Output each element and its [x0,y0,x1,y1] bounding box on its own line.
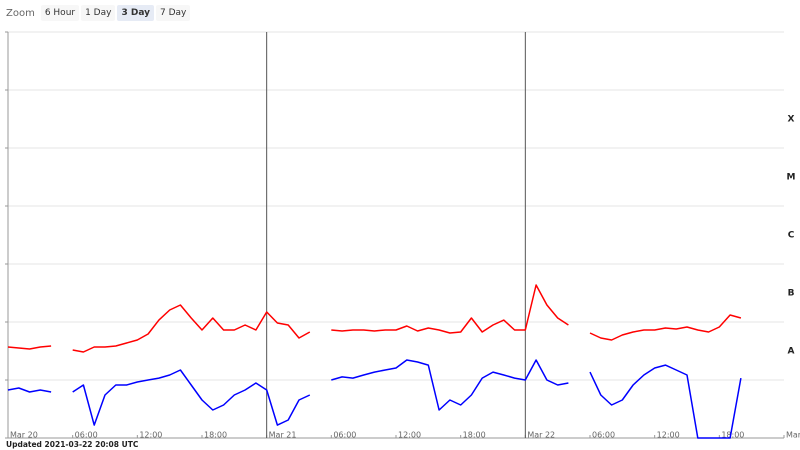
class-label: B [788,289,795,299]
x-tick-label: Mar 22 [527,431,555,440]
x-tick-label: Mar 21 [269,431,297,440]
class-label: X [788,115,795,125]
zoom-button[interactable]: 3 Day [117,5,154,21]
zoom-label: Zoom [6,7,35,19]
x-tick-label: 06:00 [75,431,98,440]
class-label: A [788,347,795,357]
zoom-button[interactable]: 1 Day [81,5,116,21]
x-tick-label: Mar 23 [786,431,800,440]
x-tick-label: 18:00 [204,431,227,440]
x-tick-label: Mar 20 [10,431,38,440]
x-tick-label: 18:00 [463,431,486,440]
series-line [7,284,742,353]
class-label: M [787,173,796,183]
zoom-button[interactable]: 6 Hour [40,5,80,21]
x-tick-label: 12:00 [657,431,680,440]
chart: A B C M X Mar 20 06:00 12:00 18:00 Mar 21 06:00 12:… [5,31,800,440]
zoom-bar: Zoom 6 Hour 1 Day 3 Day 7 Day [6,5,191,21]
class-label: C [788,231,795,241]
x-tick-label: 12:00 [139,431,162,440]
series-line [7,359,742,439]
x-tick-label: 18:00 [721,431,744,440]
updated-note: Updated 2021-03-22 20:08 UTC [6,440,139,449]
x-tick-label: 06:00 [333,431,356,440]
zoom-button[interactable]: 7 Day [155,5,191,21]
x-tick-label: 06:00 [592,431,615,440]
x-tick-label: 12:00 [398,431,421,440]
